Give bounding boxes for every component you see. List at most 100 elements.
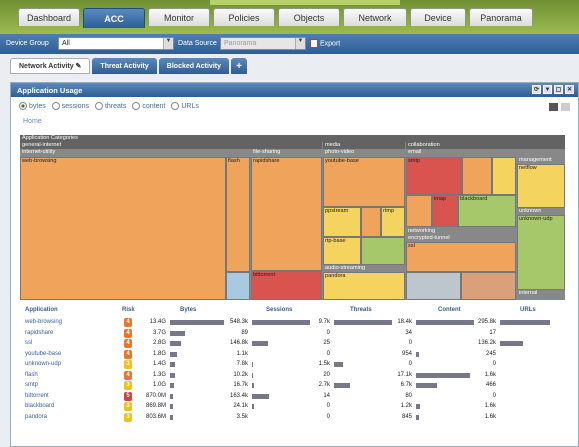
content-bar: [416, 383, 437, 388]
treemap-cell-ssl[interactable]: ssl: [406, 242, 516, 272]
table-row[interactable]: bittorrent 5 870.0M 163.4k 14 80 0: [20, 391, 565, 402]
tab-label: Network Activity: [19, 62, 74, 70]
add-tab-button[interactable]: +: [231, 58, 247, 74]
tab-network[interactable]: Network: [343, 8, 407, 26]
treemap-cell-youtube-base[interactable]: youtube-base: [323, 157, 405, 207]
radio-threats[interactable]: threats: [94, 102, 126, 110]
treemap-cell-small-2[interactable]: [361, 237, 405, 265]
application-link[interactable]: rapidshare: [25, 329, 54, 336]
treemap-cell-web-browsing[interactable]: web-browsing: [20, 157, 226, 300]
table-row[interactable]: ssl 4 2.8G 146.8k 25 0 136.2k: [20, 338, 565, 349]
treemap-cell-rtp-base[interactable]: rtp-base: [323, 237, 361, 265]
treemap-cell-small-3[interactable]: [462, 157, 492, 195]
subcategory-internal[interactable]: internal: [517, 290, 565, 297]
treemap-cell-blackboard[interactable]: blackboard: [458, 195, 516, 227]
treemap-cell-small-5[interactable]: [406, 195, 432, 227]
bytes-value: 3.7G: [152, 329, 166, 336]
tab-dashboard[interactable]: Dashboard: [18, 8, 80, 26]
col-content[interactable]: Content: [438, 307, 461, 313]
application-link[interactable]: youtube-base: [25, 350, 62, 357]
data-source-select[interactable]: Panorama ▼: [220, 37, 306, 50]
treemap-cell-rtmp[interactable]: rtmp: [381, 207, 405, 237]
col-sessions[interactable]: Sessions: [266, 307, 293, 313]
subcategory-internet-utility[interactable]: internet-utility: [20, 149, 250, 156]
application-link[interactable]: smtp: [25, 382, 39, 388]
device-group-select[interactable]: All ▼: [58, 37, 174, 50]
tab-panorama[interactable]: Panorama: [469, 8, 533, 26]
treemap-cell-ppstream[interactable]: ppstream: [323, 207, 361, 237]
table-row[interactable]: rapidshare 4 3.7G 89 0 34 17: [20, 328, 565, 339]
treemap-cell-rapidshare[interactable]: rapidshare: [251, 157, 322, 271]
filter-icon[interactable]: ▼: [543, 85, 552, 94]
table-row[interactable]: blackboard 3 869.8M 24.1k 0 1.2k 1.6k: [20, 401, 565, 412]
table-row[interactable]: flash 4 1.3G 10.2k 20 17.1k 1.6k: [20, 370, 565, 381]
close-icon[interactable]: ✕: [565, 85, 574, 94]
tab-device[interactable]: Device: [410, 8, 466, 26]
category-networking[interactable]: networking: [406, 228, 516, 235]
category-media[interactable]: media: [323, 142, 405, 149]
application-link[interactable]: blackboard: [25, 403, 55, 409]
sessions-bar: [252, 393, 269, 399]
application-link[interactable]: pandora: [25, 413, 48, 420]
application-link[interactable]: flash: [25, 371, 38, 378]
export-button[interactable]: Export: [310, 39, 340, 48]
treemap-cell-small-6[interactable]: [406, 272, 461, 300]
table-row[interactable]: unknown-udp 3 1.4G 7.8k 1.5k 0 0: [20, 359, 565, 370]
category-general-internet[interactable]: general-internet: [20, 142, 322, 149]
treemap-cell-bittorrent[interactable]: bittorrent: [251, 271, 322, 300]
treemap-cell-pandora[interactable]: pandora: [323, 272, 405, 300]
treemap-cell-netflow[interactable]: netflow: [517, 164, 565, 208]
treemap-cell-small-4[interactable]: [492, 157, 516, 195]
table-row[interactable]: youtube-base 4 1.8G 1.1k 0 954 245: [20, 349, 565, 360]
col-application[interactable]: Application: [25, 307, 58, 313]
treemap-cell-imap[interactable]: imap: [432, 195, 458, 227]
subcategory-audio-streaming[interactable]: audio-streaming: [323, 265, 405, 272]
treemap-cell-unknown-udp[interactable]: unknown-udp: [517, 215, 565, 290]
tab-policies[interactable]: Policies: [213, 8, 275, 26]
subcategory-photo-video[interactable]: photo-video: [323, 149, 405, 156]
application-link[interactable]: unknown-udp: [25, 361, 62, 367]
application-link[interactable]: web-browsing: [25, 319, 63, 325]
tab-blocked-activity[interactable]: Blocked Activity: [158, 58, 229, 74]
radio-content[interactable]: content: [132, 102, 165, 110]
maximize-icon[interactable]: ▢: [554, 85, 563, 94]
treemap-cell-small-1[interactable]: [361, 207, 381, 237]
tab-threat-activity[interactable]: Threat Activity: [92, 58, 157, 74]
subcategory-email[interactable]: email: [406, 149, 565, 156]
urls-value: 0: [492, 392, 496, 399]
tab-monitor[interactable]: Monitor: [148, 8, 210, 26]
treemap-cell-small-7[interactable]: [461, 272, 516, 300]
col-threats[interactable]: Threats: [350, 307, 372, 313]
table-row[interactable]: pandora 3 803.6M 3.5k 0 845 1.6k: [20, 412, 565, 423]
subcategory-unknown[interactable]: unknown: [517, 208, 565, 215]
sessions-value: 7.8k: [236, 361, 248, 367]
col-risk[interactable]: Risk: [122, 307, 135, 313]
treemap-cell-flash[interactable]: flash: [226, 157, 250, 272]
radio-bytes[interactable]: bytes: [19, 102, 46, 110]
treemap-view-icon[interactable]: [549, 103, 558, 111]
radio-sessions[interactable]: sessions: [51, 102, 89, 110]
treemap-cell-misc[interactable]: [226, 272, 250, 300]
subcategory-management[interactable]: management: [517, 157, 565, 164]
application-link[interactable]: bittorrent: [25, 392, 49, 399]
category-collaboration[interactable]: collaboration: [406, 142, 565, 149]
chart-view-icon[interactable]: [561, 103, 570, 111]
sessions-value: 16.7k: [233, 382, 248, 388]
application-link[interactable]: ssl: [25, 340, 33, 346]
refresh-icon[interactable]: ⟳: [532, 85, 541, 94]
tab-objects[interactable]: Objects: [278, 8, 340, 26]
content-bar: [416, 404, 420, 409]
table-row[interactable]: web-browsing 4 13.4G 548.3k 9.7k 18.4k 295.8k: [20, 317, 565, 328]
tab-acc[interactable]: ACC: [83, 8, 145, 28]
radio-urls[interactable]: URLs: [171, 102, 199, 110]
subcategory-file-sharing[interactable]: file-sharing: [251, 149, 322, 156]
treemap-cell-smtp[interactable]: smtp: [406, 157, 462, 195]
tab-network-activity[interactable]: Network Activity ✎: [10, 58, 91, 74]
table-row[interactable]: smtp 3 1.0G 16.7k 2.7k 6.7k 466: [20, 380, 565, 391]
col-bytes[interactable]: Bytes: [180, 307, 197, 313]
col-urls[interactable]: URLs: [520, 307, 536, 313]
breadcrumb-home[interactable]: Home: [23, 118, 42, 125]
subcategory-encrypted-tunnel[interactable]: encrypted-tunnel: [406, 235, 516, 242]
radio-label: content: [142, 102, 166, 110]
urls-bar: [500, 320, 550, 325]
